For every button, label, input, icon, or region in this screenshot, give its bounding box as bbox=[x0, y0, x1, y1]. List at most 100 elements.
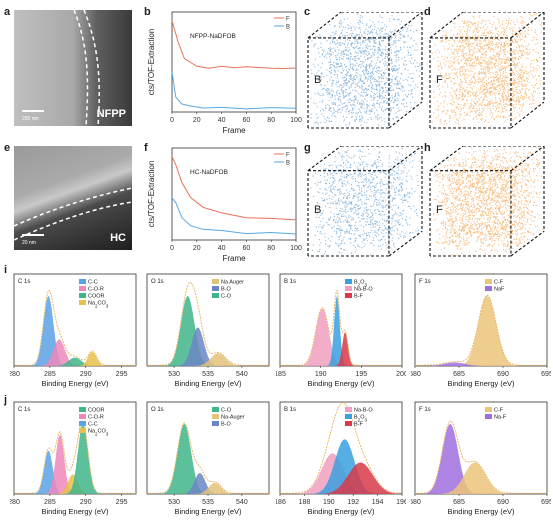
panel-label-g: g bbox=[304, 142, 311, 154]
tem-image-nfpp: 200 nm NFPP bbox=[14, 10, 132, 126]
cube-edge bbox=[388, 12, 423, 39]
legend-swatch-C-F bbox=[485, 407, 492, 412]
tem-caption: HC bbox=[110, 232, 126, 244]
legend-swatch-Na Auger bbox=[212, 279, 219, 284]
x-tick-label: 80 bbox=[267, 245, 275, 252]
peak-B2O3 bbox=[280, 296, 402, 366]
plot-frame bbox=[146, 273, 270, 367]
spectrum-title: B 1s bbox=[284, 407, 296, 413]
x-axis-label: Binding Energy (eV) bbox=[41, 507, 109, 516]
panel-label-a: a bbox=[4, 6, 11, 18]
x-tick-label: 680 bbox=[411, 371, 421, 378]
point-cloud-dots bbox=[432, 146, 545, 256]
peak-C-F bbox=[415, 462, 547, 494]
legend-swatch-C-C bbox=[79, 421, 86, 426]
cube-svg bbox=[429, 12, 545, 129]
panel-label-b: b bbox=[144, 6, 151, 18]
legend-label-B2O3: B2O3 bbox=[354, 415, 367, 423]
legend-label-Na2CO3: Na2CO3 bbox=[88, 301, 109, 309]
x-tick-label: 290 bbox=[80, 371, 92, 378]
tem-caption: NFPP bbox=[96, 108, 126, 120]
tof-chart-nfpp: 0 20 40 60 80 100 Frame cts/TOF-Extraction NFPP-… bbox=[147, 11, 302, 135]
cube-svg bbox=[429, 146, 545, 257]
legend-swatch-COOR bbox=[79, 407, 86, 412]
x-tick-label: 0 bbox=[170, 245, 174, 252]
x-axis-label: Binding Energy (eV) bbox=[447, 507, 515, 516]
spectrum-title: O 1s bbox=[151, 279, 164, 285]
peak-Na Auger bbox=[147, 353, 269, 366]
cube-edge bbox=[388, 230, 423, 257]
x-tick-label: 540 bbox=[236, 499, 248, 506]
peak-Na-Auger bbox=[147, 482, 269, 494]
legend-swatch-B-F bbox=[345, 293, 352, 298]
scale-text: 20 nm bbox=[22, 240, 36, 246]
series-line-F bbox=[171, 156, 297, 221]
point-cloud-dots bbox=[431, 12, 544, 128]
cube-edge bbox=[510, 230, 545, 257]
peak-COOR bbox=[14, 357, 136, 366]
point-cloud bbox=[310, 146, 422, 257]
spectrum-title: O 1s bbox=[151, 407, 164, 413]
point-cloud-dots bbox=[309, 13, 423, 126]
x-tick-label: 40 bbox=[218, 245, 226, 252]
y-axis-label: cts/TOF-Extraction bbox=[147, 161, 156, 228]
legend-label-Na-B-O: Na-B-O bbox=[354, 408, 373, 414]
x-axis-label: Binding Energy (eV) bbox=[174, 507, 242, 516]
x-tick-label: 100 bbox=[290, 117, 302, 124]
x-tick-label: 285 bbox=[44, 371, 56, 378]
legend-swatch-B-O bbox=[212, 286, 219, 291]
chart-title: NFPP-NaDFOB bbox=[190, 33, 236, 40]
point-cloud bbox=[309, 13, 423, 126]
legend-label-B-O: B-O bbox=[221, 287, 232, 293]
peak-C-O bbox=[147, 424, 269, 494]
peak-Na-F bbox=[415, 424, 547, 494]
xps-f1s-j: 680 685 690 695 Binding Energy (eV) F 1s C-FNa… bbox=[411, 401, 551, 516]
legend-swatch-Na-F bbox=[485, 414, 492, 419]
legend-swatch-B-F bbox=[345, 421, 352, 426]
point-cloud bbox=[431, 12, 544, 128]
x-tick-label: 0 bbox=[170, 117, 174, 124]
x-tick-label: 280 bbox=[10, 371, 20, 378]
envelope-line bbox=[14, 289, 136, 366]
peak-NaF bbox=[415, 362, 547, 366]
envelope-line bbox=[280, 290, 402, 366]
legend-label-F: F bbox=[286, 153, 290, 159]
legend-label-B-F: B-F bbox=[354, 294, 364, 300]
x-tick-label: 290 bbox=[80, 499, 92, 506]
tem-image-hc: 20 nm HC bbox=[14, 146, 132, 250]
cube-element-label: B bbox=[314, 204, 322, 216]
legend-swatch-C-F bbox=[485, 279, 492, 284]
spectrum-title: C 1s bbox=[18, 279, 30, 285]
x-tick-label: 695 bbox=[541, 371, 551, 378]
series-line-B bbox=[171, 197, 297, 235]
legend-label-Na2CO3: Na2CO3 bbox=[88, 429, 109, 437]
panel-label-i: i bbox=[4, 264, 8, 276]
x-axis-label: Frame bbox=[222, 126, 246, 135]
legend-label-C-C: C-C bbox=[88, 422, 98, 428]
x-tick-label: 186 bbox=[276, 499, 286, 506]
legend-label-C-O-R: C-O-R bbox=[88, 415, 104, 421]
x-tick-label: 194 bbox=[372, 499, 384, 506]
x-tick-label: 690 bbox=[497, 371, 509, 378]
legend-label-C-O: C-O bbox=[221, 408, 232, 414]
legend-label-NaF: NaF bbox=[494, 287, 505, 293]
x-axis-label: Binding Energy (eV) bbox=[307, 379, 375, 388]
legend-swatch-Na-B-O bbox=[345, 286, 352, 291]
x-tick-label: 185 bbox=[276, 371, 286, 378]
x-tick-label: 100 bbox=[290, 245, 302, 252]
xps-c1s-i: 280 285 290 295 Binding Energy (eV) C 1s C-CC-… bbox=[10, 273, 137, 388]
x-tick-label: 60 bbox=[243, 245, 251, 252]
x-tick-label: 285 bbox=[44, 499, 56, 506]
x-axis-label: Frame bbox=[222, 254, 246, 263]
x-tick-label: 530 bbox=[168, 499, 180, 506]
cube-edge bbox=[388, 146, 423, 172]
xps-b1s-j: 186 188 190 192 194 196 Binding Energy (eV) B 1… bbox=[276, 401, 406, 516]
legend-swatch-Na-Auger bbox=[212, 414, 219, 419]
legend-label-C-O-R: C-O-R bbox=[88, 287, 104, 293]
x-axis-label: Binding Energy (eV) bbox=[447, 379, 515, 388]
legend-label-COOR: COOR bbox=[88, 294, 105, 300]
legend-swatch-B2O3 bbox=[345, 414, 352, 419]
cube-edge bbox=[307, 12, 342, 39]
legend-swatch-Na2CO3 bbox=[79, 300, 86, 305]
